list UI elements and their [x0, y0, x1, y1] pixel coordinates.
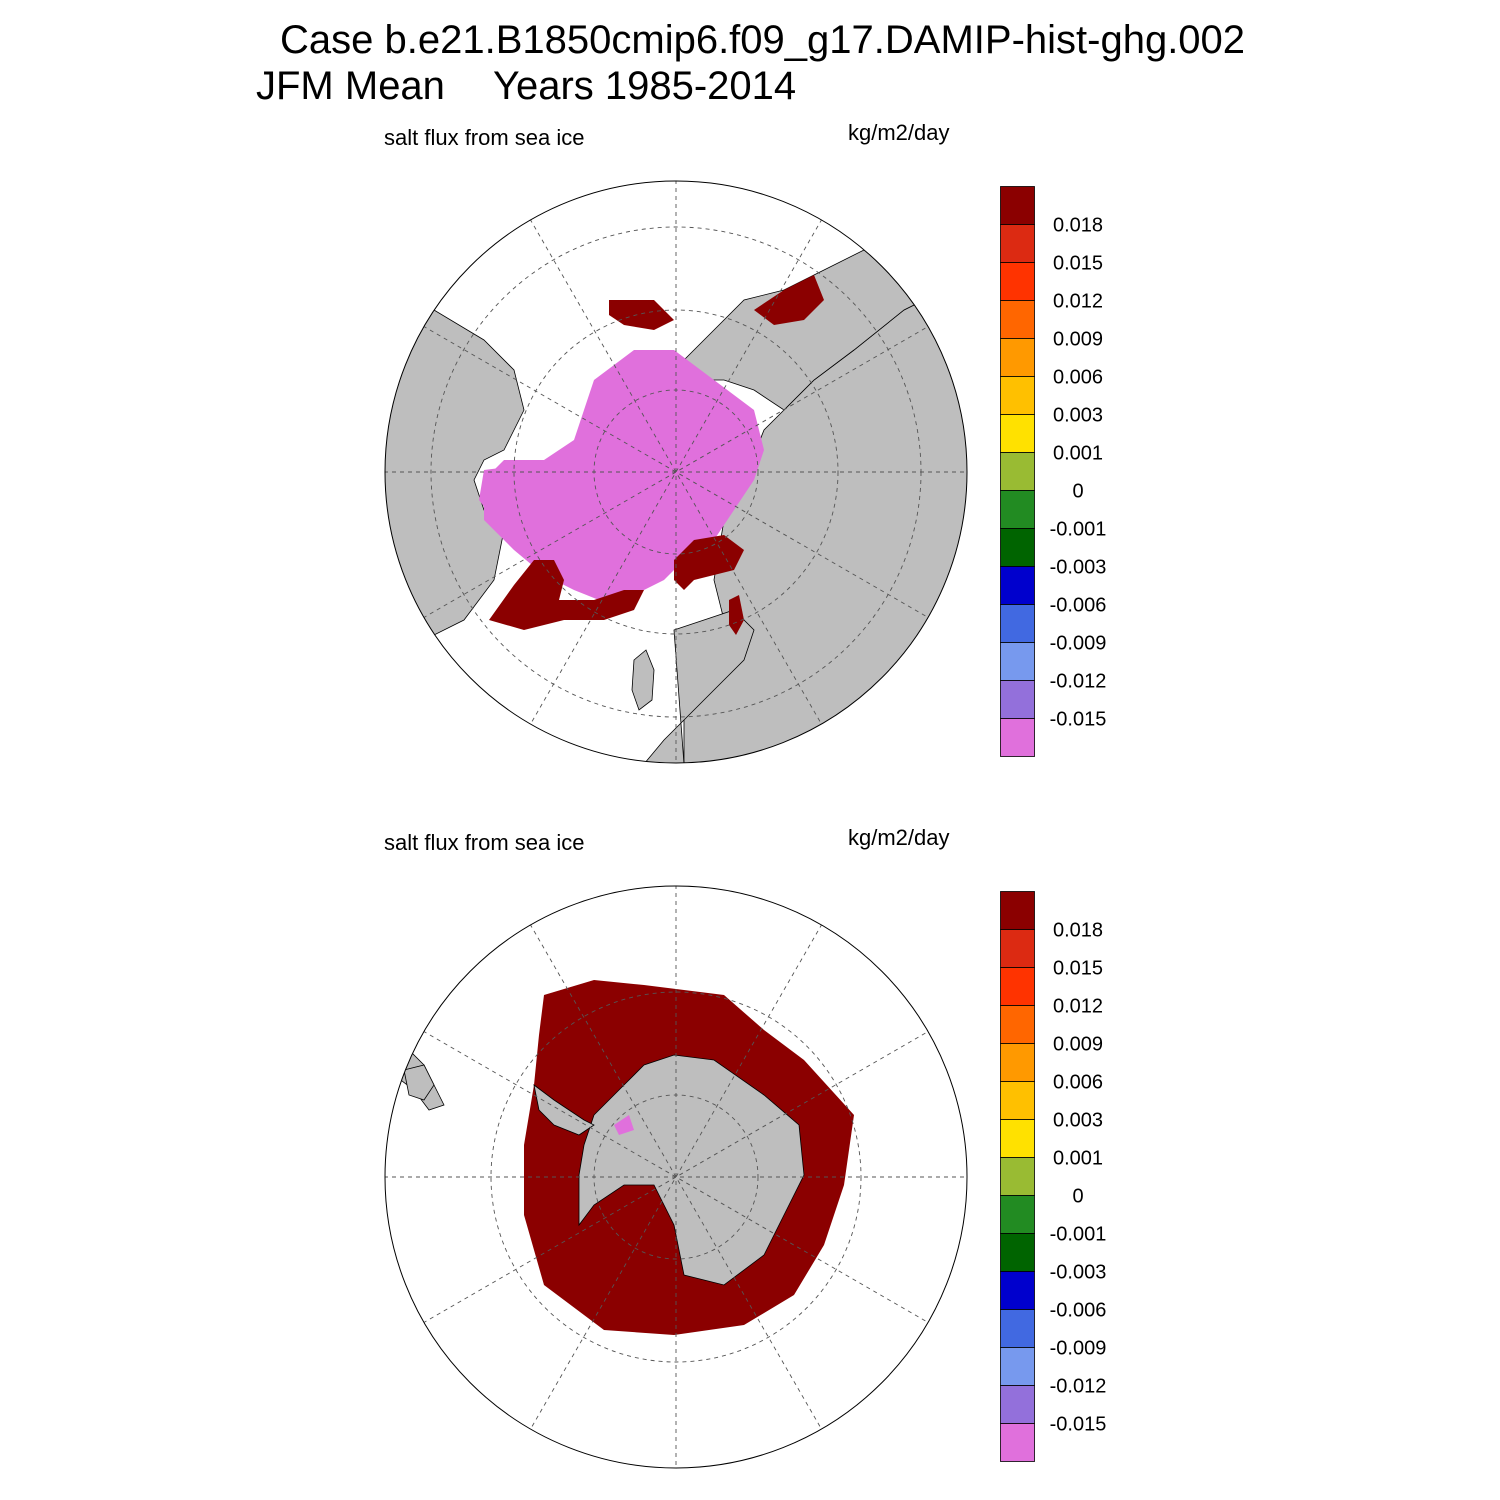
colorbar-swatch — [1000, 1309, 1035, 1348]
north-flux-labrador-high — [489, 560, 644, 630]
colorbar-tick-label: 0.012 — [1053, 996, 1103, 1018]
case-title: Case b.e21.B1850cmip6.f09_g17.DAMIP-hist… — [280, 18, 1246, 62]
colorbar-swatch — [1000, 967, 1035, 1006]
colorbar-tick-label: -0.012 — [1050, 1376, 1107, 1398]
colorbar-swatch — [1000, 1271, 1035, 1310]
colorbar-swatch — [1000, 1233, 1035, 1272]
colorbar-swatch — [1000, 566, 1035, 605]
south-polar-map — [384, 885, 968, 1469]
years-label: Years 1985-2014 — [492, 64, 797, 108]
colorbar-swatch — [1000, 414, 1035, 453]
colorbar-swatch — [1000, 1423, 1035, 1462]
north-flux-barents-high — [674, 535, 744, 590]
colorbar-swatch — [1000, 604, 1035, 643]
north-graticule — [385, 181, 967, 763]
colorbar-tick-label: -0.001 — [1050, 519, 1107, 541]
colorbar-tick-label: 0.018 — [1053, 920, 1103, 942]
colorbar-swatch — [1000, 1195, 1035, 1234]
colorbar-tick-label: -0.003 — [1050, 1262, 1107, 1284]
colorbar-tick-label: 0.001 — [1053, 1148, 1103, 1170]
colorbar-tick-label: -0.015 — [1050, 709, 1107, 731]
south-map-border — [384, 885, 968, 1469]
colorbar-tick-label: -0.012 — [1050, 671, 1107, 693]
colorbar-swatch — [1000, 224, 1035, 263]
colorbar-swatch — [1000, 452, 1035, 491]
colorbar-swatch — [1000, 376, 1035, 415]
colorbar-tick-label: 0.009 — [1053, 329, 1103, 351]
north-land-america — [385, 299, 525, 651]
colorbar-tick-label: -0.006 — [1050, 595, 1107, 617]
south-land-africa-tip — [403, 1064, 435, 1101]
colorbar-swatch — [1000, 1081, 1035, 1120]
south-variable-label: salt flux from sea ice — [384, 830, 585, 855]
colorbar-tick-label: -0.003 — [1050, 557, 1107, 579]
colorbar-swatch — [1000, 338, 1035, 377]
colorbar-swatch — [1000, 1347, 1035, 1386]
colorbar-swatch — [1000, 1385, 1035, 1424]
colorbar-tick-label: 0.015 — [1053, 958, 1103, 980]
colorbar-swatch — [1000, 1005, 1035, 1044]
colorbar-swatch — [1000, 929, 1035, 968]
south-graticule — [385, 886, 967, 1468]
colorbar-swatch — [1000, 1119, 1035, 1158]
colorbar-tick-label: -0.006 — [1050, 1300, 1107, 1322]
colorbar-swatch — [1000, 718, 1035, 757]
north-flux-baltic-high — [729, 595, 744, 635]
north-land-uk — [631, 649, 655, 711]
colorbar-tick-label: 0.003 — [1053, 405, 1103, 427]
colorbar-tick-label: 0.006 — [1053, 1072, 1103, 1094]
colorbar-tick-label: 0.006 — [1053, 367, 1103, 389]
north-units-label: kg/m2/day — [848, 120, 950, 145]
colorbar-tick-label: 0.018 — [1053, 215, 1103, 237]
season-label: JFM Mean — [256, 64, 445, 108]
north-flux-bering-high — [609, 300, 674, 330]
south-land-peninsula — [533, 1084, 595, 1136]
colorbar-swatch — [1000, 891, 1035, 930]
colorbar-swatch — [1000, 1157, 1035, 1196]
colorbar-tick-label: 0.001 — [1053, 443, 1103, 465]
colorbar-tick-label: -0.001 — [1050, 1224, 1107, 1246]
colorbar-tick-label: 0 — [1072, 481, 1083, 503]
south-colorbar: 0.018 0.015 0.012 0.009 0.006 0.003 0.001 0 -0.0… — [1000, 891, 1107, 1462]
colorbar-tick-label: 0.003 — [1053, 1110, 1103, 1132]
colorbar-swatch — [1000, 490, 1035, 529]
colorbar-tick-label: 0.015 — [1053, 253, 1103, 275]
north-polar-map — [384, 180, 968, 764]
colorbar-swatch — [1000, 186, 1035, 225]
colorbar-swatch — [1000, 680, 1035, 719]
south-land-antarctica — [578, 1054, 805, 1286]
north-flux-okhotsk-high — [754, 275, 824, 325]
colorbar-swatch — [1000, 642, 1035, 681]
colorbar-swatch — [1000, 528, 1035, 567]
north-flux-hudson — [479, 465, 534, 520]
colorbar-swatch — [1000, 300, 1035, 339]
north-flux-arctic-basin — [484, 350, 764, 600]
colorbar-tick-label: -0.009 — [1050, 1338, 1107, 1360]
colorbar-tick-label: -0.015 — [1050, 1414, 1107, 1436]
period-title: JFM Mean Years 1985-2014 — [256, 64, 796, 109]
colorbar-tick-label: 0.009 — [1053, 1034, 1103, 1056]
colorbar-tick-label: 0 — [1072, 1186, 1083, 1208]
south-units-label: kg/m2/day — [848, 825, 950, 850]
colorbar-swatch — [1000, 1043, 1035, 1082]
north-map-border — [384, 180, 968, 764]
colorbar-tick-label: -0.009 — [1050, 633, 1107, 655]
colorbar-tick-label: 0.012 — [1053, 291, 1103, 313]
north-colorbar: 0.018 0.015 0.012 0.009 0.006 0.003 0.001 0 -0.0… — [1000, 186, 1107, 757]
south-flux-weddell-low — [614, 1115, 634, 1135]
north-variable-label: salt flux from sea ice — [384, 125, 585, 150]
colorbar-swatch — [1000, 262, 1035, 301]
